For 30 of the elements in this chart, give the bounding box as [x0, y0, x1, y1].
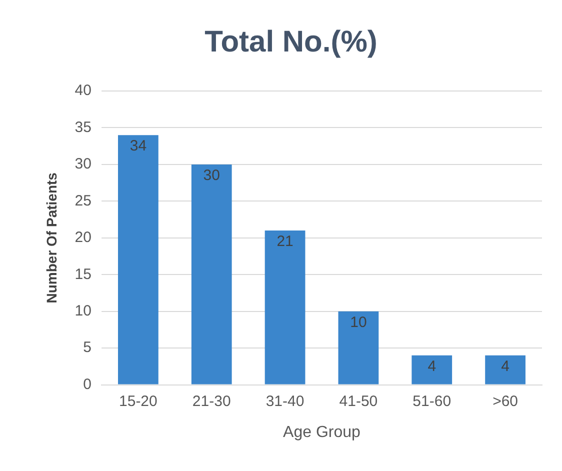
data-label: 10 [350, 314, 367, 331]
y-tick-label: 40 [74, 82, 92, 100]
chart-title: Total No.(%) [204, 25, 378, 58]
y-tick-label: 0 [83, 376, 92, 393]
bar [412, 355, 452, 384]
data-label: 4 [428, 358, 436, 376]
y-tick-label: 30 [74, 156, 92, 173]
data-label: 4 [501, 358, 510, 376]
x-axis-title: Age Group [283, 424, 361, 441]
y-axis-title: Number Of Patients [43, 172, 60, 304]
data-label: 30 [203, 167, 220, 184]
x-tick-label: 15-20 [119, 392, 158, 410]
y-tick-label: 20 [74, 229, 92, 246]
x-tick-label: 51-60 [412, 392, 452, 410]
bar [338, 311, 379, 384]
y-tick-label: 35 [74, 118, 92, 136]
data-label: 21 [276, 233, 294, 250]
y-tick-label: 5 [83, 339, 92, 356]
x-tick-label: 31-40 [266, 392, 304, 410]
x-tick-label: 21-30 [192, 392, 231, 410]
y-tick-label: 10 [74, 302, 92, 320]
x-tick-label: 41-50 [339, 392, 378, 410]
x-tick-label: >60 [492, 392, 518, 410]
data-label: 34 [130, 138, 147, 155]
y-tick-label: 15 [74, 266, 92, 283]
bar [264, 230, 306, 384]
bar [191, 164, 232, 384]
bar [485, 355, 526, 384]
y-tick-label: 25 [74, 192, 92, 210]
bar [118, 135, 158, 384]
